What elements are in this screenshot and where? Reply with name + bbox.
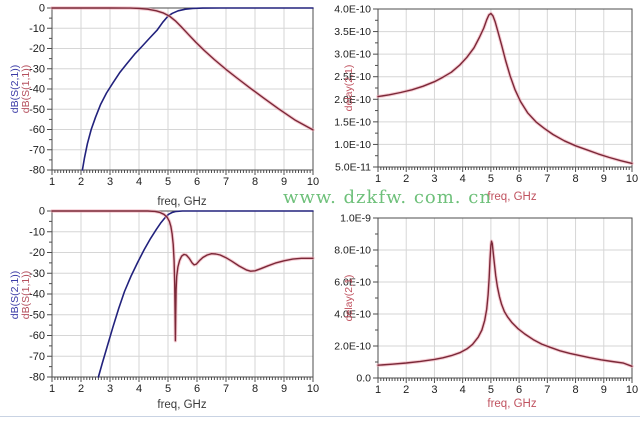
x-tick-label: 4 bbox=[136, 383, 142, 395]
y-tick-label: 1.0E-9 bbox=[340, 213, 371, 225]
chart-bottom-right-delay: 1.0E-9 8.0E-10 6.0E-10 4.0E-10 2.0E-10 0.0 1 2 3… bbox=[334, 213, 638, 411]
y-tick-label: 6.0E-10 bbox=[334, 277, 371, 289]
x-tick-label: 4 bbox=[460, 384, 466, 396]
x-tick-label: 10 bbox=[307, 383, 319, 395]
x-tick-label: 7 bbox=[223, 383, 229, 395]
series-curve-s11 bbox=[51, 7, 314, 131]
y-tick-label: -40 bbox=[29, 289, 45, 301]
x-tick-label: 7 bbox=[544, 384, 550, 396]
y-tick-label: -70 bbox=[29, 144, 45, 156]
series-curve-s21 bbox=[81, 7, 314, 171]
x-tick-label: 6 bbox=[194, 383, 200, 395]
y-axis-label: dB(S(2,1)) bbox=[9, 271, 21, 319]
x-tick-label: 9 bbox=[281, 383, 287, 395]
y-tick-label: 4.0E-10 bbox=[334, 309, 371, 321]
bottom-divider-line bbox=[0, 416, 640, 417]
x-tick-label: 8 bbox=[252, 383, 258, 395]
series-curve-s11 bbox=[51, 210, 314, 342]
y-tick-label: 2.0E-10 bbox=[334, 94, 371, 106]
y-tick-label: -50 bbox=[29, 104, 45, 116]
y-tick-label: -20 bbox=[29, 43, 45, 55]
x-tick-label: 8 bbox=[252, 176, 258, 188]
x-tick-label: 2 bbox=[78, 176, 84, 188]
y-tick-label: 0 bbox=[39, 206, 45, 218]
y-tick-label: 2.0E-10 bbox=[334, 341, 371, 353]
x-tick-label: 8 bbox=[572, 384, 578, 396]
y-axis-label: dB(S(1,1)) bbox=[20, 271, 32, 319]
x-tick-label: 9 bbox=[601, 173, 607, 185]
y-axis-label: dB(S(2,1)) bbox=[9, 65, 21, 113]
y-tick-label: 0 bbox=[39, 3, 45, 15]
x-tick-label: 6 bbox=[194, 176, 200, 188]
y-tick-label: -10 bbox=[29, 23, 45, 35]
x-tick-label: 3 bbox=[431, 384, 437, 396]
x-tick-label: 5 bbox=[165, 383, 171, 395]
series-halo-delay21 bbox=[376, 239, 634, 368]
y-axis-label: delay(2,1) bbox=[343, 275, 355, 322]
x-tick-label: 8 bbox=[572, 173, 578, 185]
y-tick-label: -60 bbox=[29, 124, 45, 136]
y-axis-label: delay(2,1) bbox=[343, 65, 355, 112]
x-tick-label: 7 bbox=[544, 173, 550, 185]
x-tick-label: 10 bbox=[626, 384, 638, 396]
x-axis-label: freq, GHz bbox=[157, 196, 206, 208]
y-tick-label: 4.0E-10 bbox=[334, 4, 371, 16]
x-tick-label: 2 bbox=[403, 173, 409, 185]
watermark-text: www. dzkfw. com. cn bbox=[283, 187, 492, 208]
y-tick-label: 3.0E-10 bbox=[334, 49, 371, 61]
x-tick-label: 1 bbox=[49, 176, 55, 188]
chart-top-left-sparams: 0 -10 -20 -30 -40 -50 -60 -70 -80 1 2 3 4 5 6 7 8 9 10 freq… bbox=[9, 3, 319, 209]
x-tick-label: 9 bbox=[281, 176, 287, 188]
x-tick-label: 5 bbox=[488, 173, 494, 185]
x-tick-label: 7 bbox=[223, 176, 229, 188]
x-tick-label: 3 bbox=[431, 173, 437, 185]
plot-frame bbox=[377, 217, 633, 379]
y-axis-label: dB(S(1,1)) bbox=[20, 65, 32, 113]
x-tick-label: 2 bbox=[78, 383, 84, 395]
x-tick-label: 2 bbox=[403, 384, 409, 396]
x-axis-label: freq, GHz bbox=[487, 398, 536, 410]
y-tick-label: -80 bbox=[29, 165, 45, 177]
x-tick-label: 4 bbox=[460, 173, 466, 185]
series-curve-s21 bbox=[97, 210, 314, 378]
y-tick-label: -30 bbox=[29, 268, 45, 280]
x-tick-label: 5 bbox=[165, 176, 171, 188]
y-tick-label: -70 bbox=[29, 351, 45, 363]
y-tick-label: -60 bbox=[29, 330, 45, 342]
y-tick-label: -80 bbox=[29, 372, 45, 384]
x-tick-label: 1 bbox=[375, 384, 381, 396]
x-tick-label: 3 bbox=[107, 176, 113, 188]
x-tick-label: 6 bbox=[516, 173, 522, 185]
x-tick-label: 4 bbox=[136, 176, 142, 188]
x-tick-label: 9 bbox=[601, 384, 607, 396]
x-tick-label: 10 bbox=[626, 173, 638, 185]
y-tick-label: -10 bbox=[29, 226, 45, 238]
x-tick-label: 1 bbox=[49, 383, 55, 395]
y-tick-label: 5.0E-11 bbox=[335, 162, 371, 174]
y-tick-label: -30 bbox=[29, 63, 45, 75]
y-tick-label: -40 bbox=[29, 84, 45, 96]
x-tick-label: 6 bbox=[516, 384, 522, 396]
y-tick-label: 1.0E-10 bbox=[334, 139, 371, 151]
x-axis-label: freq, GHz bbox=[487, 191, 536, 203]
series-halo-s11 bbox=[50, 209, 315, 343]
x-axis-label: freq, GHz bbox=[157, 399, 206, 411]
x-tick-label: 10 bbox=[307, 176, 319, 188]
chart-bottom-left-sparams: 0 -10 -20 -30 -40 -50 -60 -70 -80 1 2 3 4 5 6 7 8 9 10 freq… bbox=[9, 206, 319, 412]
y-tick-label: 3.5E-10 bbox=[334, 26, 371, 38]
y-tick-label: -20 bbox=[29, 247, 45, 259]
chart-top-right-delay: 4.0E-10 3.5E-10 3.0E-10 2.5E-10 2.0E-10 1.5E-… bbox=[334, 4, 638, 204]
x-tick-label: 1 bbox=[375, 173, 381, 185]
y-tick-label: 1.5E-10 bbox=[334, 116, 371, 128]
y-tick-label: -50 bbox=[29, 309, 45, 321]
series-curve-delay21 bbox=[377, 12, 633, 165]
y-tick-label: 0.0 bbox=[356, 373, 371, 385]
x-tick-label: 5 bbox=[488, 384, 494, 396]
y-tick-label: 2.5E-10 bbox=[334, 71, 371, 83]
series-curve-delay21 bbox=[377, 240, 633, 367]
y-tick-label: 8.0E-10 bbox=[334, 245, 371, 257]
x-tick-label: 3 bbox=[107, 383, 113, 395]
